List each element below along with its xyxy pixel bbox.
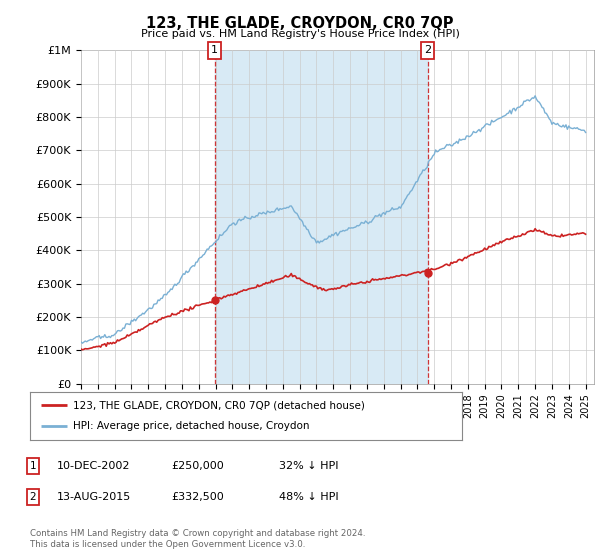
Text: £250,000: £250,000 xyxy=(171,461,224,471)
Text: Contains HM Land Registry data © Crown copyright and database right 2024.
This d: Contains HM Land Registry data © Crown c… xyxy=(30,529,365,549)
Bar xyxy=(215,50,428,384)
Text: 48% ↓ HPI: 48% ↓ HPI xyxy=(279,492,338,502)
Text: 1: 1 xyxy=(211,45,218,55)
Text: 123, THE GLADE, CROYDON, CR0 7QP (detached house): 123, THE GLADE, CROYDON, CR0 7QP (detach… xyxy=(73,400,365,410)
Text: 2: 2 xyxy=(29,492,37,502)
Text: £332,500: £332,500 xyxy=(171,492,224,502)
Text: 123, THE GLADE, CROYDON, CR0 7QP: 123, THE GLADE, CROYDON, CR0 7QP xyxy=(146,16,454,31)
Text: 1: 1 xyxy=(29,461,37,471)
Text: Price paid vs. HM Land Registry's House Price Index (HPI): Price paid vs. HM Land Registry's House … xyxy=(140,29,460,39)
Text: 32% ↓ HPI: 32% ↓ HPI xyxy=(279,461,338,471)
Text: 13-AUG-2015: 13-AUG-2015 xyxy=(57,492,131,502)
Text: 2: 2 xyxy=(424,45,431,55)
Text: HPI: Average price, detached house, Croydon: HPI: Average price, detached house, Croy… xyxy=(73,421,310,431)
Text: 10-DEC-2002: 10-DEC-2002 xyxy=(57,461,131,471)
